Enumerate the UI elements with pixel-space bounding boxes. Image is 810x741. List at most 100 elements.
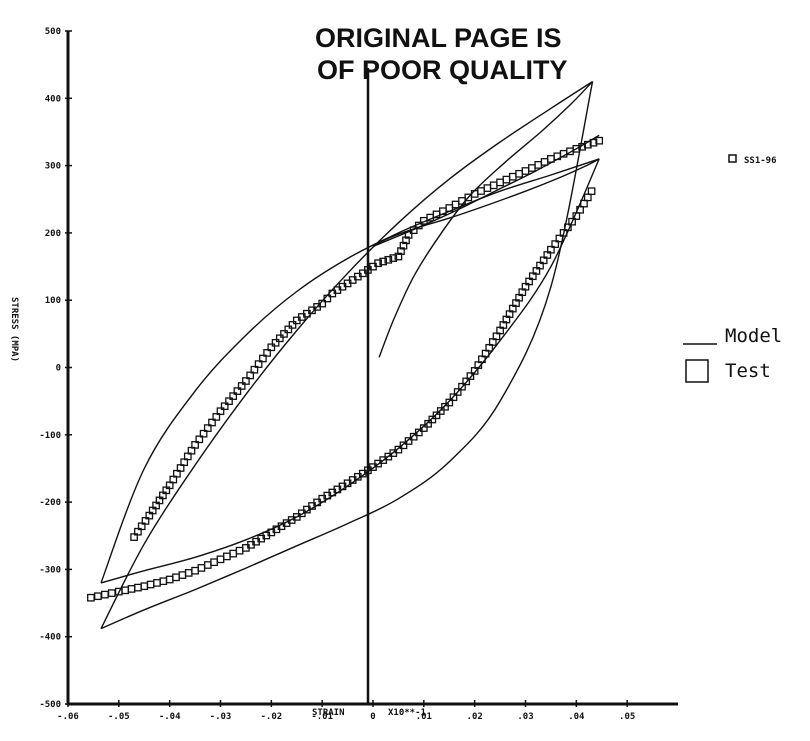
test-data-point bbox=[328, 289, 337, 298]
test-data-point bbox=[451, 200, 460, 209]
y-tick-label: 200 bbox=[45, 229, 61, 239]
test-data-point bbox=[489, 181, 498, 190]
test-data-point bbox=[432, 411, 441, 420]
x-tick-label: -.05 bbox=[108, 712, 130, 722]
test-data-point bbox=[589, 138, 598, 147]
test-data-point bbox=[394, 445, 403, 454]
test-data-point bbox=[379, 257, 388, 266]
test-data-point bbox=[223, 552, 231, 561]
test-data-point bbox=[508, 172, 517, 181]
test-data-point bbox=[146, 580, 155, 589]
y-tick-label: -500 bbox=[39, 700, 61, 710]
test-data-point bbox=[121, 586, 130, 595]
test-data-point bbox=[288, 321, 297, 329]
test-data-point bbox=[528, 164, 536, 172]
test-data-point bbox=[140, 582, 149, 591]
test-data-point bbox=[191, 566, 199, 575]
x-tick-label: -.06 bbox=[57, 712, 79, 722]
test-data-point bbox=[229, 549, 238, 558]
test-data-point bbox=[394, 252, 403, 261]
test-data-point bbox=[250, 365, 259, 374]
test-data-point bbox=[583, 193, 592, 202]
model-curve-inner-loop-descending bbox=[100, 158, 600, 584]
x-tick-label: -.01 bbox=[311, 712, 333, 722]
test-data-point bbox=[259, 354, 267, 363]
model-curve-upper-branch-to-peak bbox=[372, 134, 600, 248]
model-series bbox=[100, 80, 600, 630]
test-data-point bbox=[436, 407, 445, 415]
test-series bbox=[87, 136, 604, 602]
series-tag-marker bbox=[728, 154, 737, 163]
test-data-point bbox=[159, 577, 168, 586]
test-data-point bbox=[502, 175, 511, 184]
x-tick-label: -.03 bbox=[210, 712, 232, 722]
test-data-point bbox=[564, 223, 572, 232]
test-data-point bbox=[134, 583, 142, 592]
test-data-point bbox=[576, 205, 584, 214]
test-data-point bbox=[551, 240, 560, 248]
legend-model-label: Model bbox=[725, 325, 782, 347]
y-tick-label: 300 bbox=[45, 162, 61, 172]
test-data-point bbox=[402, 236, 410, 245]
test-data-point bbox=[424, 419, 432, 428]
legend-test-marker bbox=[685, 359, 709, 383]
x-tick-label: -.04 bbox=[159, 712, 181, 722]
x-axis-scale-note: X10**-1 bbox=[388, 708, 426, 718]
y-tick-label: -300 bbox=[39, 565, 61, 575]
y-axis-title: STRESS (MPA) bbox=[9, 297, 19, 362]
test-data-point bbox=[399, 441, 408, 450]
test-data-point bbox=[284, 325, 293, 334]
stamp-line-1: ORIGINAL PAGE IS bbox=[315, 23, 562, 53]
x-tick-label: .03 bbox=[517, 712, 533, 722]
test-data-point bbox=[235, 546, 244, 555]
test-data-point bbox=[441, 402, 449, 411]
test-data-point bbox=[229, 392, 238, 400]
test-data-point bbox=[470, 190, 479, 198]
test-data-point bbox=[254, 360, 263, 368]
legend: Model Test bbox=[683, 325, 782, 383]
test-data-point bbox=[94, 592, 102, 601]
test-data-point bbox=[216, 407, 225, 416]
y-tick-label: -400 bbox=[39, 633, 61, 643]
y-tick-label: 100 bbox=[45, 296, 61, 306]
test-data-point bbox=[404, 437, 413, 445]
x-tick-label: .02 bbox=[467, 712, 483, 722]
test-data-point bbox=[165, 575, 174, 584]
test-data-point bbox=[203, 561, 212, 569]
x-tick-label: .01 bbox=[416, 712, 432, 722]
y-tick-label: 500 bbox=[45, 27, 61, 37]
test-data-point bbox=[414, 428, 423, 437]
test-data-point bbox=[521, 167, 530, 175]
test-data-point bbox=[559, 229, 568, 237]
test-data-point bbox=[323, 294, 332, 303]
test-data-point bbox=[275, 334, 284, 343]
x-axis-title: STRAIN bbox=[312, 708, 345, 718]
stamp-line-2: OF POOR QUALITY bbox=[317, 55, 568, 85]
test-data-point bbox=[449, 393, 458, 402]
test-data-point bbox=[280, 330, 288, 338]
x-tick-label: .05 bbox=[619, 712, 635, 722]
test-data-point bbox=[87, 593, 95, 602]
test-data-point bbox=[246, 371, 255, 380]
y-tick-label: -100 bbox=[39, 431, 61, 441]
test-data-point bbox=[555, 234, 564, 243]
test-data-point bbox=[127, 585, 136, 593]
test-data-point bbox=[414, 221, 423, 230]
test-data-point bbox=[184, 569, 193, 577]
test-data-point bbox=[267, 343, 276, 352]
test-data-point bbox=[384, 255, 393, 264]
model-curve-loading-to-peak bbox=[372, 158, 600, 248]
test-data-point bbox=[242, 377, 250, 385]
model-curve-outer-loop-descending bbox=[100, 80, 593, 629]
y-tick-label: 0 bbox=[56, 364, 61, 374]
test-data-point bbox=[428, 415, 437, 424]
test-data-point bbox=[195, 435, 204, 444]
test-data-point bbox=[216, 555, 225, 564]
test-data-point bbox=[292, 316, 301, 325]
test-data-point bbox=[389, 254, 398, 262]
test-data-point bbox=[225, 397, 233, 406]
test-data-point bbox=[212, 413, 221, 421]
legend-test-label: Test bbox=[725, 360, 771, 382]
test-data-point bbox=[496, 178, 504, 187]
